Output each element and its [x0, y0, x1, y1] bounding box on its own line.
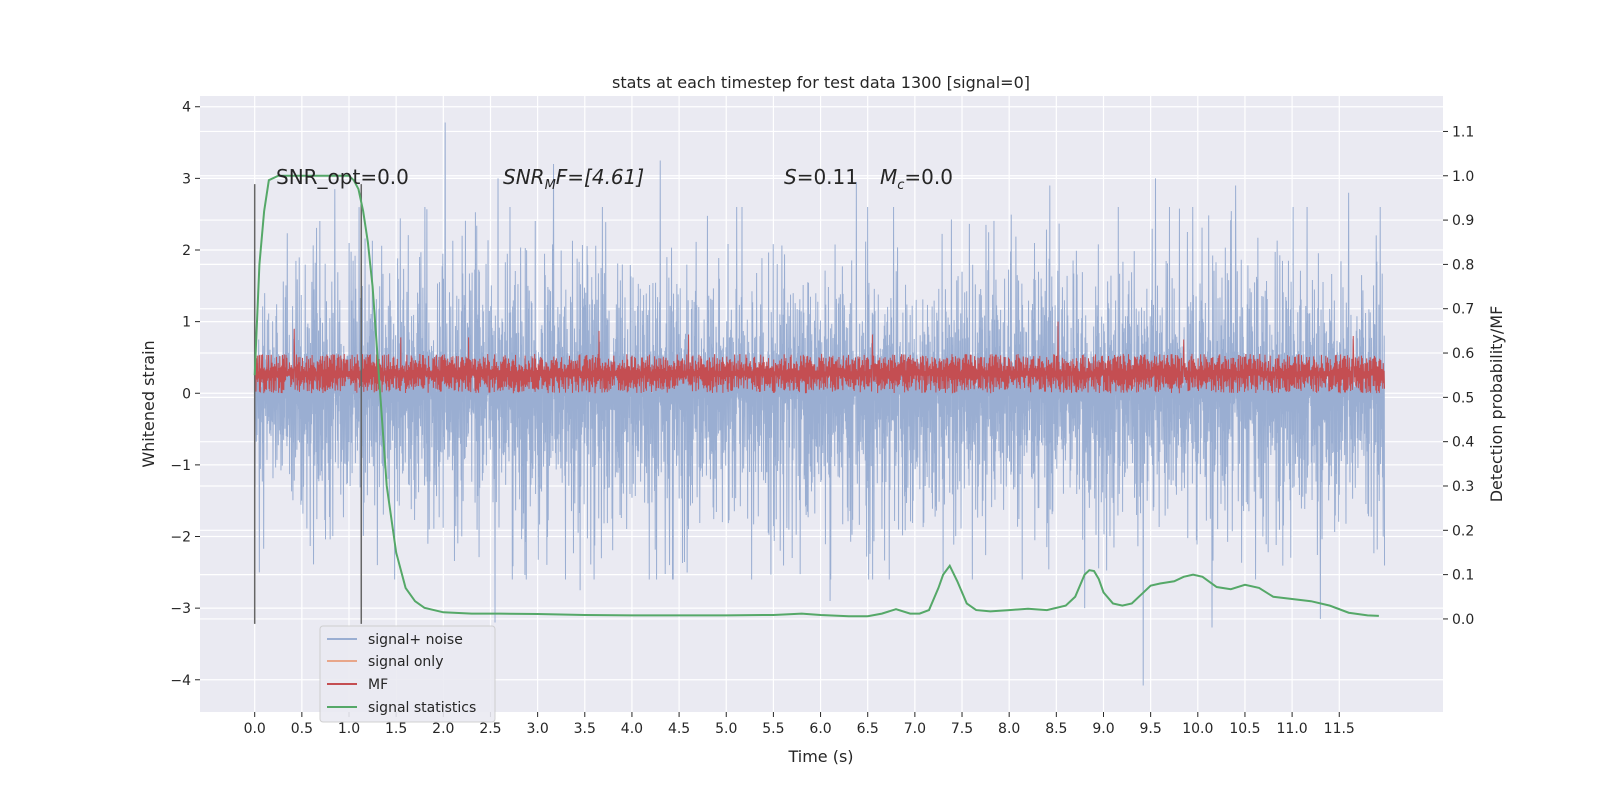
legend-label-mf: MF — [368, 677, 388, 693]
y-tick-label-7: 3 — [182, 171, 191, 187]
legend-item-signal-noise: signal+ noise — [327, 632, 463, 648]
annotation-snr-mf: SNRMF=[4.61] — [503, 165, 644, 193]
legend-item-mf: MF — [327, 677, 388, 693]
legend-item-signal-only: signal only — [327, 654, 443, 670]
legend: signal+ noise signal only MF signal stat… — [319, 625, 496, 723]
y-axis-ticks: −4 −3 −2 −1 0 1 2 3 4 — [170, 100, 200, 689]
series-mf-line — [254, 321, 1386, 394]
legend-label-signal-only: signal only — [368, 654, 443, 670]
annotation-mc: Mc=0.0 — [880, 165, 953, 193]
series-signal-statistics-line — [253, 174, 1379, 618]
x-tick-label-12: 6.0 — [809, 721, 831, 737]
y2-tick-label-6: 0.6 — [1452, 346, 1474, 362]
x-axis-title: Time (s) — [787, 747, 853, 766]
x-tick-label-7: 3.5 — [574, 721, 596, 737]
y2-tick-label-0: 0.0 — [1452, 612, 1474, 628]
y2-axis-title: Detection probability/MF — [1487, 306, 1506, 503]
x-tick-label-8: 4.0 — [621, 721, 643, 737]
x-tick-label-16: 8.0 — [998, 721, 1020, 737]
x-tick-label-17: 8.5 — [1045, 721, 1067, 737]
y2-tick-label-10: 1.0 — [1452, 169, 1474, 185]
y2-tick-label-1: 0.1 — [1452, 568, 1474, 584]
y-axis-title: Whitened strain — [139, 340, 158, 467]
x-tick-label-1: 0.5 — [291, 721, 313, 737]
legend-item-signal-statistics: signal statistics — [327, 700, 476, 716]
legend-box — [319, 625, 496, 723]
x-tick-label-18: 9.0 — [1092, 721, 1114, 737]
y2-tick-label-5: 0.5 — [1452, 390, 1474, 406]
x-tick-label-20: 10.0 — [1182, 721, 1213, 737]
y2-tick-label-4: 0.4 — [1452, 435, 1474, 451]
x-tick-label-3: 1.5 — [385, 721, 407, 737]
annotation-snr-opt: SNR_opt=0.0 — [276, 165, 409, 189]
y2-tick-label-7: 0.7 — [1452, 302, 1474, 318]
y-tick-label-5: 1 — [182, 315, 191, 331]
x-tick-label-0: 0.0 — [244, 721, 266, 737]
x-tick-label-14: 7.0 — [904, 721, 926, 737]
x-tick-label-15: 7.5 — [951, 721, 973, 737]
y-tick-label-0: −4 — [170, 673, 191, 689]
x-tick-label-23: 11.5 — [1324, 721, 1355, 737]
x-axis-ticks: 0.0 0.5 1.0 1.5 2.0 2.5 3.0 3.5 4.0 4.5 5.0 5.5 6.0 6… — [244, 712, 1355, 737]
x-tick-label-10: 5.0 — [715, 721, 737, 737]
annotation-s: S=0.11 — [784, 165, 858, 189]
chart-title: stats at each timestep for test data 130… — [612, 73, 1030, 92]
x-tick-label-13: 6.5 — [857, 721, 879, 737]
x-tick-label-6: 3.0 — [526, 721, 548, 737]
y-tick-label-6: 2 — [182, 243, 191, 259]
legend-label-signal-noise: signal+ noise — [368, 632, 463, 648]
x-tick-label-19: 9.5 — [1140, 721, 1162, 737]
x-tick-label-4: 2.0 — [432, 721, 454, 737]
x-tick-label-5: 2.5 — [479, 721, 501, 737]
x-tick-label-9: 4.5 — [668, 721, 690, 737]
y2-tick-label-11: 1.1 — [1452, 124, 1474, 140]
legend-label-signal-statistics: signal statistics — [368, 700, 476, 716]
y-tick-label-4: 0 — [182, 386, 191, 402]
y2-tick-label-8: 0.8 — [1452, 257, 1474, 273]
y-tick-label-8: 4 — [182, 100, 191, 116]
x-tick-label-11: 5.5 — [762, 721, 784, 737]
y2-tick-label-3: 0.3 — [1452, 479, 1474, 495]
y-tick-label-1: −3 — [170, 601, 191, 617]
y-tick-label-3: −1 — [170, 458, 191, 474]
plot-area — [253, 122, 1386, 686]
y2-axis-ticks: 0.0 0.1 0.2 0.3 0.4 0.5 0.6 0.7 0.8 0.9 1.0 1.1 — [1443, 124, 1474, 628]
x-tick-label-2: 1.0 — [338, 721, 360, 737]
x-tick-label-21: 10.5 — [1229, 721, 1260, 737]
y2-tick-label-9: 0.9 — [1452, 213, 1474, 229]
y2-tick-label-2: 0.2 — [1452, 523, 1474, 539]
x-tick-label-22: 11.0 — [1277, 721, 1308, 737]
y-tick-label-2: −2 — [170, 530, 191, 546]
